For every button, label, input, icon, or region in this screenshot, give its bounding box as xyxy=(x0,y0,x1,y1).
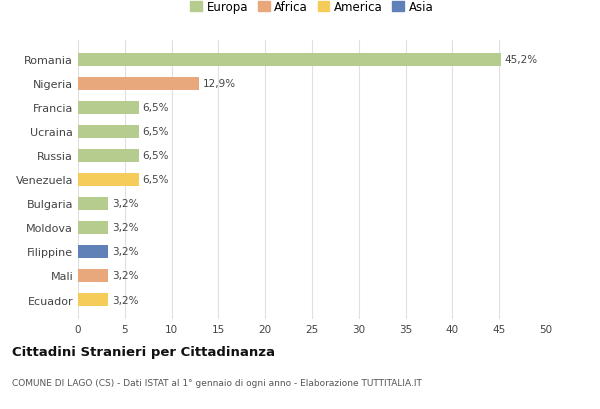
Bar xyxy=(78,197,108,211)
Bar xyxy=(78,269,108,282)
Text: 12,9%: 12,9% xyxy=(202,79,236,89)
Bar xyxy=(78,101,139,115)
Text: COMUNE DI LAGO (CS) - Dati ISTAT al 1° gennaio di ogni anno - Elaborazione TUTTI: COMUNE DI LAGO (CS) - Dati ISTAT al 1° g… xyxy=(12,378,422,387)
Text: Cittadini Stranieri per Cittadinanza: Cittadini Stranieri per Cittadinanza xyxy=(12,346,275,359)
Text: 3,2%: 3,2% xyxy=(112,271,138,281)
Bar xyxy=(78,221,108,234)
Bar xyxy=(78,149,139,163)
Bar xyxy=(78,78,199,91)
Text: 3,2%: 3,2% xyxy=(112,199,138,209)
Bar xyxy=(78,126,139,139)
Bar xyxy=(78,245,108,258)
Text: 6,5%: 6,5% xyxy=(143,151,169,161)
Legend: Europa, Africa, America, Asia: Europa, Africa, America, Asia xyxy=(185,0,439,19)
Text: 3,2%: 3,2% xyxy=(112,247,138,257)
Text: 6,5%: 6,5% xyxy=(143,103,169,113)
Text: 45,2%: 45,2% xyxy=(505,55,538,65)
Text: 6,5%: 6,5% xyxy=(143,127,169,137)
Text: 3,2%: 3,2% xyxy=(112,295,138,305)
Bar xyxy=(78,54,501,67)
Bar xyxy=(78,173,139,187)
Text: 3,2%: 3,2% xyxy=(112,223,138,233)
Bar xyxy=(78,293,108,306)
Text: 6,5%: 6,5% xyxy=(143,175,169,185)
